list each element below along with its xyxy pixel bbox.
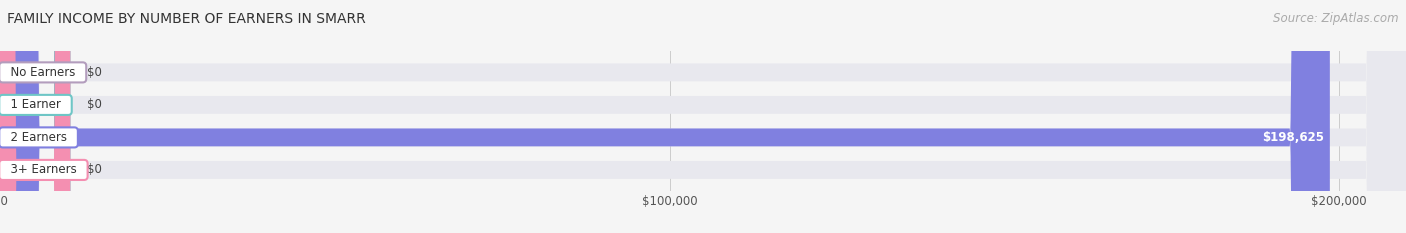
Text: 3+ Earners: 3+ Earners [3,163,84,176]
Text: 2 Earners: 2 Earners [3,131,75,144]
Text: $0: $0 [87,163,103,176]
FancyBboxPatch shape [0,0,70,233]
Text: FAMILY INCOME BY NUMBER OF EARNERS IN SMARR: FAMILY INCOME BY NUMBER OF EARNERS IN SM… [7,12,366,26]
Text: $0: $0 [87,98,103,111]
Text: No Earners: No Earners [3,66,83,79]
FancyBboxPatch shape [0,0,70,233]
Text: $0: $0 [87,66,103,79]
Text: 1 Earner: 1 Earner [3,98,67,111]
Text: $198,625: $198,625 [1263,131,1324,144]
FancyBboxPatch shape [0,0,1330,233]
FancyBboxPatch shape [0,0,70,233]
Text: Source: ZipAtlas.com: Source: ZipAtlas.com [1274,12,1399,25]
